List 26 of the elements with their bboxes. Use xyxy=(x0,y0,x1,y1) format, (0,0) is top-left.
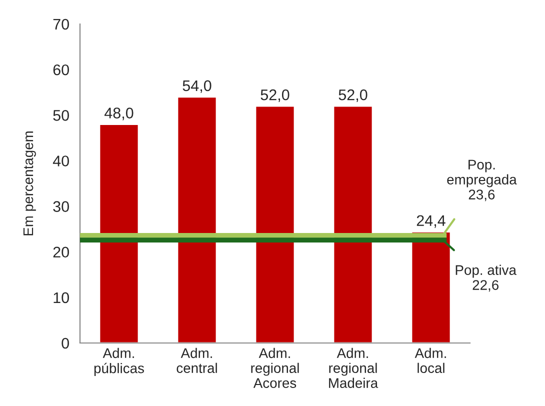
y-axis-title: Em percentagem xyxy=(23,132,36,236)
data-label: 52,0 xyxy=(260,89,290,102)
y-tick-label: 30 xyxy=(53,201,69,212)
y-tick-label: 50 xyxy=(53,110,69,121)
y-tick-label: 10 xyxy=(54,292,69,304)
bar xyxy=(176,96,218,343)
y-tick-label: 70 xyxy=(53,18,69,30)
data-label: 54,0 xyxy=(182,80,212,93)
data-label: 52,0 xyxy=(338,89,368,102)
x-tick-label: Adm. central xyxy=(176,348,217,374)
x-tick-label: Adm. regional Acores xyxy=(251,348,299,388)
y-tick-label: 60 xyxy=(53,64,69,76)
x-tick-label: Adm. local xyxy=(414,348,446,374)
x-tick-label: Adm. públicas xyxy=(94,348,144,376)
x-tick-label: Adm. regional Madeira xyxy=(329,348,378,388)
data-label: 24,4 xyxy=(416,215,446,228)
ref-line-label: Pop. empregada 23,6 xyxy=(447,160,517,202)
y-tick-label: 20 xyxy=(53,246,69,258)
bar xyxy=(332,105,374,343)
y-tick-label: 0 xyxy=(62,338,69,349)
y-tick-label: 40 xyxy=(52,156,69,166)
bar xyxy=(254,105,296,343)
bar xyxy=(410,231,452,343)
legend-label: Pop. ativa 22,6 xyxy=(456,264,516,292)
data-label: 48,0 xyxy=(104,108,134,120)
bar xyxy=(98,124,140,343)
